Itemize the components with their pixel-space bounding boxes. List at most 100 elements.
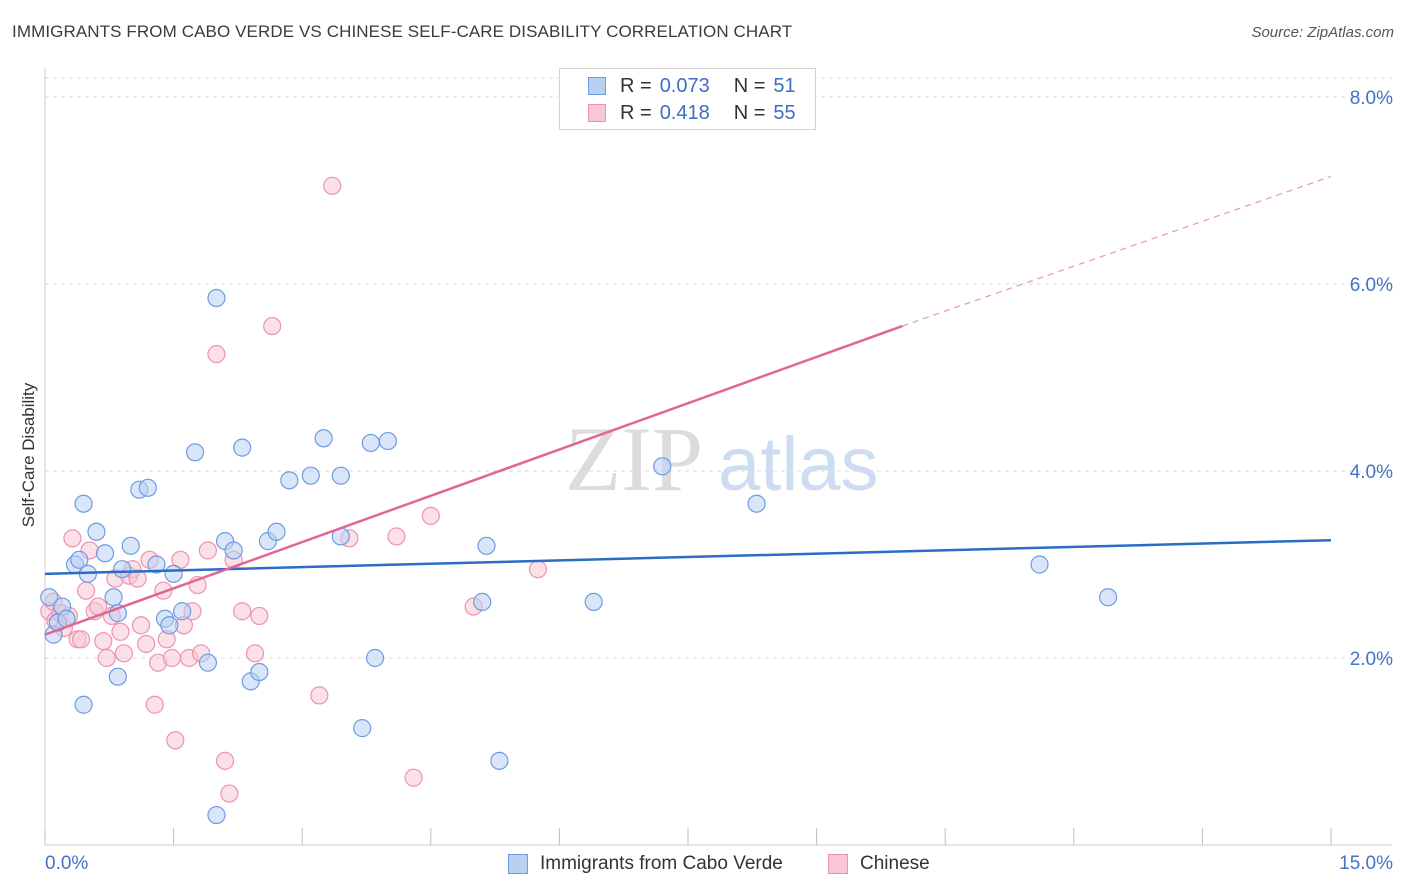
r-value: 0.073 <box>659 74 710 97</box>
cabo-verde-point-6 <box>70 550 89 569</box>
cabo-verde-point-23 <box>207 288 226 308</box>
chinese-point-40 <box>220 784 239 803</box>
chinese-point-29 <box>162 648 181 668</box>
chinese-point-25 <box>145 695 164 714</box>
cabo-verde-point-0 <box>40 588 59 607</box>
n-value: 51 <box>773 74 796 97</box>
legend-item-cabo-verde[interactable]: Immigrants from Cabo Verde <box>508 851 783 877</box>
stats-row-chinese: R = 0.418 N = 55 <box>560 100 796 126</box>
chinese-point-27 <box>154 581 173 600</box>
cabo-verde-point-33 <box>160 616 179 635</box>
chinese-point-47 <box>323 176 342 195</box>
cabo-verde-point-50 <box>1030 555 1049 574</box>
cabo-verde-point-31 <box>74 695 93 714</box>
stats-row-cabo-verde: R = 0.073 N = 51 <box>560 73 796 99</box>
cabo-verde-point-16 <box>138 478 157 497</box>
y-axis-label: Self-Care Disability <box>19 382 38 527</box>
cabo-verde-point-38 <box>331 466 350 485</box>
y-tick-label-1: 4.0% <box>1350 462 1393 483</box>
legend-label-chinese: Chinese <box>860 853 930 874</box>
trend-lines <box>44 175 1332 636</box>
watermark-atlas: atlas <box>718 422 879 507</box>
cabo-verde-point-43 <box>353 719 372 738</box>
cabo-verde-point-44 <box>477 536 496 555</box>
chinese-point-53 <box>528 560 548 579</box>
chinese-point-23 <box>137 634 156 654</box>
chinese-point-13 <box>94 632 113 651</box>
chinese-point-18 <box>114 644 133 663</box>
cabo-verde-point-42 <box>365 648 385 668</box>
chinese-point-9 <box>77 581 96 600</box>
chinese-point-42 <box>233 602 252 621</box>
chinese-point-39 <box>215 751 235 770</box>
cabo-verde-point-9 <box>87 522 106 541</box>
cabo-verde-point-25 <box>224 541 243 560</box>
source-credit: Source: ZipAtlas.com <box>1251 24 1394 41</box>
cabo-verde-point-19 <box>164 564 183 583</box>
series-legend: Immigrants from Cabo Verde Chinese <box>0 851 1406 877</box>
cabo-verde-point-11 <box>104 588 123 607</box>
chinese-point-6 <box>63 529 82 548</box>
legend-label-cabo-verde: Immigrants from Cabo Verde <box>540 853 783 874</box>
chinese-point-17 <box>111 622 130 641</box>
cabo-verde-point-10 <box>95 544 115 563</box>
x-tick-label-max: 15.0% <box>1339 853 1393 874</box>
stats-legend: R = 0.073 N = 51 R = 0.418 N = 55 <box>559 68 816 130</box>
chinese-legend-swatch <box>828 854 848 874</box>
cabo-verde-point-37 <box>314 429 333 448</box>
watermark-zip: ZIP <box>565 408 703 510</box>
chinese-point-37 <box>198 541 217 560</box>
chinese-point-46 <box>310 686 329 705</box>
chinese-point-38 <box>207 345 226 364</box>
cabo-verde-swatch <box>588 77 606 95</box>
x-tick-label-min: 0.0% <box>45 853 88 874</box>
chinese-point-43 <box>245 644 265 663</box>
cabo-verde-point-22 <box>198 653 217 672</box>
chinese-point-22 <box>131 616 151 635</box>
chinese-point-51 <box>421 506 440 525</box>
cabo-verde-point-40 <box>361 433 380 453</box>
cabo-verde-points <box>40 288 1118 825</box>
cabo-verde-point-17 <box>147 555 166 574</box>
y-tick-label-3: 8.0% <box>1350 88 1393 109</box>
cabo-verde-point-35 <box>280 471 299 490</box>
cabo-verde-point-46 <box>490 751 509 770</box>
chinese-point-21 <box>128 569 147 588</box>
cabo-verde-point-21 <box>185 443 205 462</box>
cabo-verde-point-12 <box>113 560 132 579</box>
chart-title: IMMIGRANTS FROM CABO VERDE VS CHINESE SE… <box>12 22 793 41</box>
n-value: 55 <box>773 101 796 124</box>
chinese-point-30 <box>166 731 185 750</box>
y-tick-label-0: 2.0% <box>1350 649 1393 670</box>
cabo-verde-point-20 <box>173 602 192 621</box>
chinese-points <box>40 92 740 803</box>
cabo-verde-point-45 <box>473 592 492 612</box>
y-tick-label-2: 6.0% <box>1350 275 1393 296</box>
cabo-verde-point-36 <box>301 466 320 485</box>
r-value: 0.418 <box>659 101 710 124</box>
cabo-verde-point-41 <box>378 431 398 451</box>
cabo-verde-point-47 <box>584 592 603 612</box>
legend-item-chinese[interactable]: Chinese <box>828 851 930 877</box>
chinese-trend-line <box>44 324 903 636</box>
cabo-verde-point-30 <box>267 522 286 541</box>
chinese-trend-extension <box>902 175 1332 327</box>
axes <box>44 68 1392 846</box>
cabo-verde-point-8 <box>74 494 93 513</box>
watermark: ZIP atlas <box>565 408 879 510</box>
grid-lines <box>45 77 1392 659</box>
cabo-verde-point-13 <box>121 536 140 555</box>
cabo-verde-legend-swatch <box>508 854 528 874</box>
chinese-point-8 <box>71 630 91 649</box>
cabo-verde-trend-line <box>44 538 1332 576</box>
tick-labels: 2.0% 4.0% 6.0% 8.0% 0.0% 15.0% <box>45 88 1393 874</box>
cabo-verde-point-32 <box>108 667 127 686</box>
r-label: R = <box>620 101 652 124</box>
n-label: N = <box>733 101 766 124</box>
chinese-swatch <box>588 104 606 122</box>
cabo-verde-point-28 <box>250 662 269 682</box>
cabo-verde-point-26 <box>233 438 252 457</box>
chinese-point-45 <box>263 316 282 336</box>
chinese-point-14 <box>97 648 116 668</box>
